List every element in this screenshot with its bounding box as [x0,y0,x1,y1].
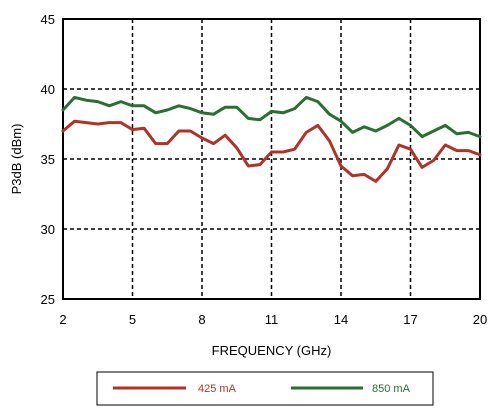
series-line-850ma [61,95,482,139]
x-axis-title: FREQUENCY (GHz) [212,343,332,358]
grid [63,19,480,299]
y-tick-label: 45 [41,12,55,27]
x-tick-label: 5 [129,312,136,327]
y-tick-label: 30 [41,222,55,237]
y-tick-label: 40 [41,82,55,97]
x-tick-label: 20 [473,312,487,327]
x-tick-label: 17 [403,312,417,327]
x-tick-label: 2 [59,312,66,327]
legend-label-850ma: 850 mA [372,383,411,395]
series-layer [61,95,482,183]
x-tick-label: 11 [265,312,279,327]
y-axis-title: P3dB (dBm) [9,124,24,195]
y-tick-label: 35 [41,152,55,167]
x-tick-label: 8 [198,312,205,327]
series-line-425ma [61,119,482,183]
x-tick-label: 14 [334,312,348,327]
legend-label-425ma: 425 mA [198,383,237,395]
legend: 425 mA 850 mA [96,371,434,406]
y-tick-label: 25 [41,292,55,307]
